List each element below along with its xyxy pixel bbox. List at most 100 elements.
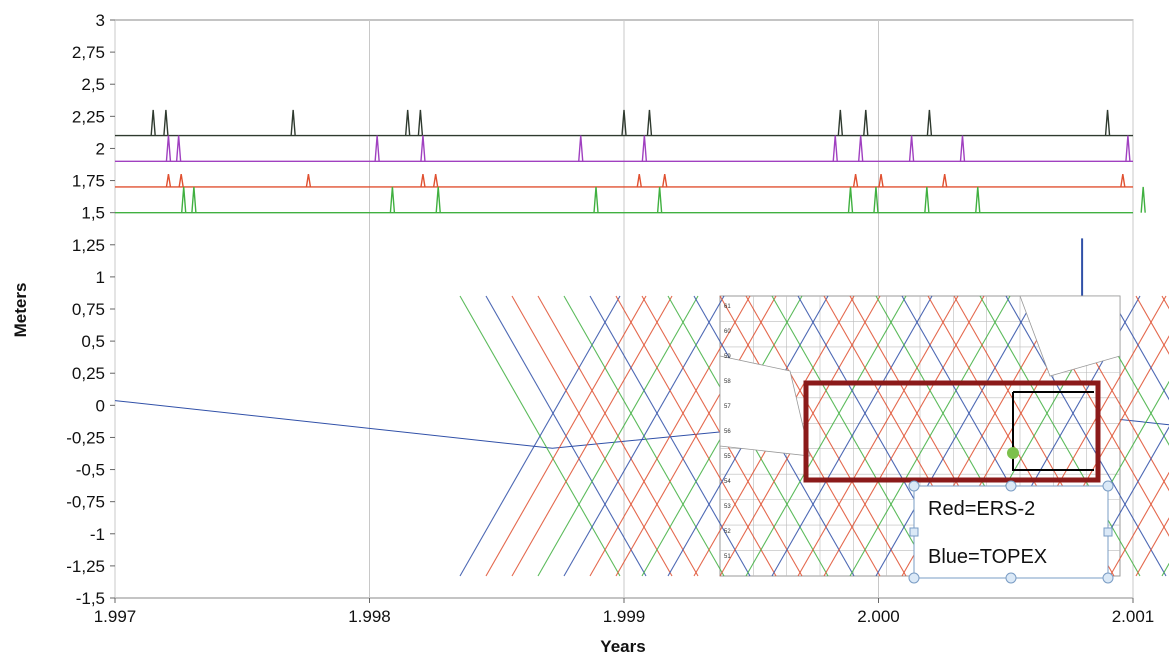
legend-blue-label: Blue=TOPEX (928, 546, 1047, 568)
flag-spike (646, 109, 653, 136)
handle-circle (908, 572, 920, 584)
x-axis-title: Years (600, 637, 645, 656)
y-tick-label: 3 (96, 11, 105, 30)
satellite-track (745, 295, 907, 577)
region-box (803, 380, 1101, 483)
flag-spike (852, 174, 859, 188)
flag-spike (1140, 186, 1146, 213)
flag-spike (621, 109, 627, 136)
flag-spike (878, 174, 884, 188)
flag-spike (975, 186, 981, 213)
satellite-track (563, 295, 725, 577)
flag-spike (290, 109, 296, 136)
satellite-track (485, 295, 647, 577)
flag-spike (1104, 109, 1111, 136)
map-land (719, 355, 811, 457)
handle-circle (1005, 480, 1017, 492)
flag-spike (662, 174, 668, 188)
axis-titles: Years Meters (11, 283, 646, 656)
x-tick-label: 1.999 (603, 607, 646, 626)
flag-spike (636, 174, 642, 188)
flag-spike (863, 109, 869, 136)
flag-spike (404, 109, 411, 136)
flag-spike (959, 135, 966, 162)
y-tick-label: 0,5 (81, 332, 105, 351)
y-tick-label: 2,25 (72, 107, 105, 126)
y-tick-label: 0,75 (72, 300, 105, 319)
y-tick-label: 0 (96, 396, 105, 415)
y-tick-label: -1,5 (76, 589, 105, 608)
flag-spike (847, 186, 854, 213)
handle-square (909, 527, 919, 537)
flag-spike (165, 174, 172, 188)
x-tick-label: 1.997 (94, 607, 137, 626)
x-tick-label: 1.998 (348, 607, 391, 626)
flag-spike (374, 135, 380, 162)
flag-spike (873, 186, 879, 213)
y-tick-label: -0,5 (76, 461, 105, 480)
map-lat-label: 60 (724, 329, 731, 335)
flag-spike (178, 174, 184, 188)
map-lat-label: 57 (724, 404, 731, 410)
flag-spike (941, 174, 948, 188)
map-lat-label: 51 (724, 554, 731, 560)
flag-spike (420, 135, 426, 162)
satellite-track (823, 295, 985, 577)
station-marker (1007, 447, 1019, 459)
y-tick-label: 2,5 (81, 75, 105, 94)
y-tick-label: 1,25 (72, 236, 105, 255)
handle-circle (1102, 480, 1114, 492)
subregion-outline (1012, 391, 1094, 471)
flag-spike (832, 135, 838, 162)
legend-red-label: Red=ERS-2 (928, 498, 1035, 520)
flag-spike (924, 186, 930, 213)
y-tick-label: 0,25 (72, 364, 105, 383)
map-lat-label: 55 (724, 454, 731, 460)
satellite-track (589, 295, 751, 577)
flag-spike (837, 109, 844, 136)
flag-spike (181, 186, 187, 213)
flag-spike (641, 135, 648, 162)
flag-spike (163, 109, 169, 136)
y-tick-label: -1 (90, 525, 105, 544)
flag-spike (1120, 174, 1126, 188)
satellite-track (1135, 295, 1169, 355)
flag-spike (175, 135, 182, 162)
satellite-track (511, 295, 673, 577)
flag-spike (593, 186, 599, 213)
y-tick-label: 1 (96, 268, 105, 287)
map-lat-label: 59 (724, 354, 731, 360)
map-lat-label: 52 (724, 529, 731, 535)
map-lat-label: 56 (724, 429, 731, 435)
flag-spike (191, 186, 197, 213)
satellite-track (849, 295, 1011, 577)
x-tick-label: 2.001 (1112, 607, 1155, 626)
flag-spike (432, 174, 439, 188)
map-lat-label: 54 (724, 479, 731, 485)
x-tick-label: 2.000 (857, 607, 900, 626)
flag-spike (1125, 135, 1131, 162)
satellite-track (459, 295, 621, 577)
track-map-inset: 61 60 59 58 57 56 55 54 53 52 51 Red=ERS-2 Blue=TOPE… (459, 295, 1169, 584)
flag-spike (578, 135, 584, 162)
y-tick-label: 2 (96, 139, 105, 158)
flag-spike (908, 135, 915, 162)
map-lat-label: 53 (724, 504, 731, 510)
map-lat-label: 61 (724, 304, 731, 310)
y-axis-title: Meters (11, 283, 30, 338)
handle-circle (1005, 572, 1017, 584)
y-tick-label: 1,5 (81, 204, 105, 223)
satellite-track (615, 295, 777, 577)
flag-spike (417, 109, 424, 136)
satellite-track (797, 295, 959, 577)
flag-spike (150, 109, 156, 136)
flag-spike (857, 135, 864, 162)
map-land (1019, 295, 1121, 377)
satellite-track (1109, 295, 1169, 401)
flag-spike (435, 186, 441, 213)
y-tick-label: -0,25 (66, 428, 105, 447)
flag-spike (165, 135, 172, 162)
plot-layer (114, 109, 1169, 449)
